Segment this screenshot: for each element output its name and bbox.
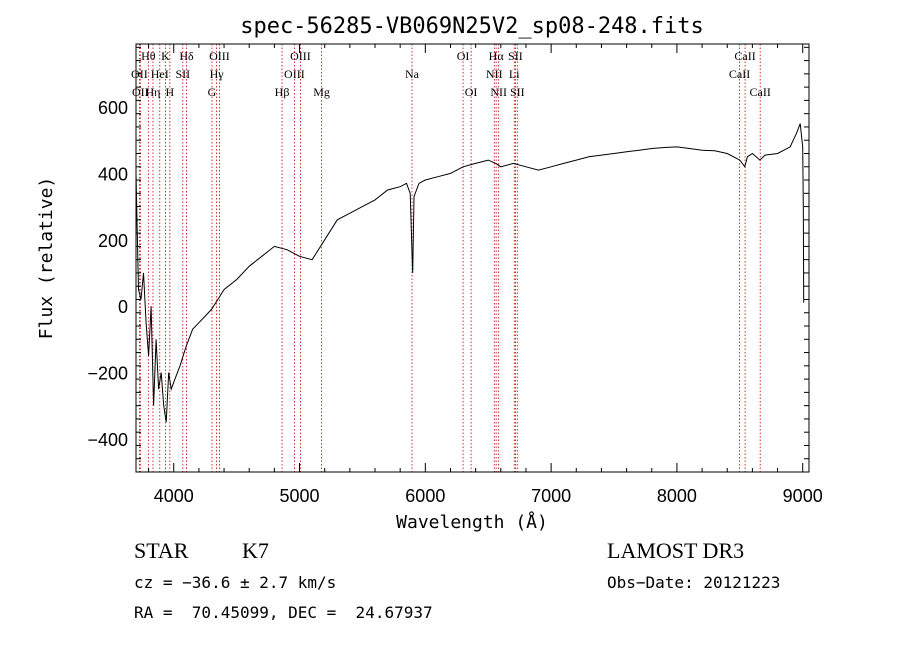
x-tick-labels: 4000 5000 6000 7000 8000 9000 (154, 486, 823, 506)
line-marker-label: HeI (151, 67, 169, 81)
axis-ticks (136, 44, 809, 473)
line-marker-label: SII (508, 49, 523, 63)
y-tick-label: 0 (118, 297, 128, 317)
line-marker-label: K (161, 49, 170, 63)
redshift-cz: cz = −36.6 ± 2.7 km/s (134, 573, 337, 592)
line-marker-label: Hβ (275, 85, 290, 99)
line-marker-label: OI (465, 85, 478, 99)
y-tick-label: 400 (98, 164, 128, 184)
coordinates: RA = 70.45099, DEC = 24.67937 (134, 603, 433, 622)
spectrum-line (135, 123, 805, 423)
line-marker-label: NII (486, 67, 503, 81)
line-marker-label: H (166, 85, 175, 99)
line-marker-label: CaII (750, 85, 771, 99)
x-tick-label: 8000 (657, 486, 697, 506)
chart-title: spec-56285-VB069N25V2_sp08-248.fits (240, 14, 704, 39)
x-tick-label: 4000 (154, 486, 194, 506)
class-type: STAR (134, 538, 189, 563)
line-marker-label: Hδ (179, 49, 194, 63)
y-tick-labels: −400 −200 0 200 400 600 (87, 98, 128, 450)
line-marker-label: CaII (734, 49, 755, 63)
line-marker-label: SII (510, 85, 525, 99)
x-tick-label: 9000 (783, 486, 823, 506)
y-tick-label: 600 (98, 98, 128, 118)
y-tick-label: −200 (87, 363, 128, 383)
line-marker-label: OIII (284, 67, 305, 81)
line-marker-label: OI (457, 49, 470, 63)
line-marker-label: Mg (313, 85, 330, 99)
line-marker-label: Na (405, 67, 420, 81)
x-tick-label: 7000 (531, 486, 571, 506)
line-marker-label: Li (509, 67, 520, 81)
y-axis-label: Flux (relative) (36, 177, 57, 340)
survey-name: LAMOST DR3 (607, 538, 745, 563)
line-marker-label: OIII (290, 49, 311, 63)
line-marker-labels: OIIOIIHθHηHeIKHSIIHδGHγOIIIHβOIIIOIIIMgN… (131, 49, 771, 99)
line-marker-label: G (208, 85, 217, 99)
y-tick-label: 200 (98, 231, 128, 251)
line-marker-label: Hη (146, 85, 161, 99)
x-axis-label: Wavelength (Å) (396, 511, 548, 533)
line-marker-label: Hγ (210, 67, 225, 81)
plot-frame (135, 43, 810, 473)
line-marker-label: SII (175, 67, 190, 81)
y-tick-label: −400 (87, 430, 128, 450)
line-marker-label: NII (490, 85, 507, 99)
obs-date: Obs−Date: 20121223 (607, 573, 781, 592)
line-markers (138, 44, 761, 472)
line-marker-label: Hα (489, 49, 505, 63)
x-tick-label: 6000 (405, 486, 445, 506)
line-marker-label: CaII (729, 67, 750, 81)
subclass: K7 (242, 538, 269, 563)
x-tick-label: 5000 (280, 486, 320, 506)
line-marker-label: OIII (209, 49, 230, 63)
line-marker-label: Hθ (141, 49, 156, 63)
